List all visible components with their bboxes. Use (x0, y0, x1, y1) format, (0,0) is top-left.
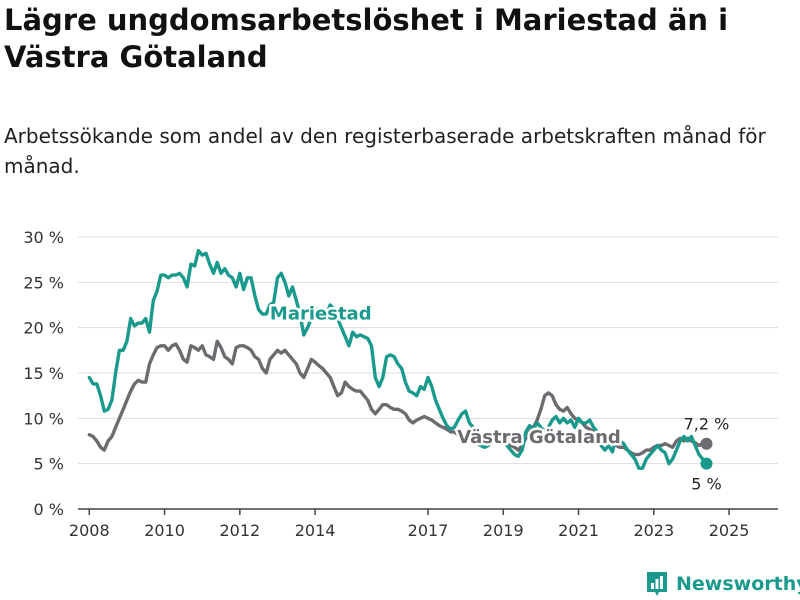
chart-subtitle: Arbetssökande som andel av den registerb… (4, 124, 766, 178)
chart-title: Lägre ungdomsarbetslöshet i Mariestad än… (4, 3, 729, 74)
y-tick-label: 0 % (34, 500, 64, 519)
y-tick-label: 15 % (23, 364, 64, 383)
end-point-marker (700, 437, 713, 450)
y-tick-label: 5 % (34, 455, 64, 474)
end-value-label: 7,2 % (684, 415, 730, 434)
y-tick-label: 25 % (23, 273, 64, 292)
series-label: Västra Götaland (457, 427, 621, 448)
series-line-mariestad (87, 248, 709, 470)
x-tick-label: 2008 (69, 521, 110, 540)
x-tick-label: 2017 (408, 521, 449, 540)
y-tick-label: 20 % (23, 319, 64, 338)
x-tick-label: 2012 (219, 521, 260, 540)
x-tick-label: 2023 (633, 521, 674, 540)
x-tick-label: 2014 (295, 521, 336, 540)
x-tick-label: 2010 (144, 521, 185, 540)
y-tick-label: 30 % (23, 228, 64, 247)
x-tick-label: 2021 (558, 521, 599, 540)
y-tick-label: 10 % (23, 409, 64, 428)
chart-logo-icon (647, 572, 667, 596)
end-value-label: 5 % (691, 475, 721, 494)
x-tick-label: 2019 (483, 521, 524, 540)
series-line-v-stra-g-taland (87, 339, 709, 457)
brand-logo: Newsworthy (645, 569, 800, 599)
end-point-marker (700, 457, 713, 470)
x-tick-label: 2025 (709, 521, 750, 540)
brand-name: Newsworthy (676, 573, 800, 595)
series-label: Mariestad (270, 304, 372, 325)
